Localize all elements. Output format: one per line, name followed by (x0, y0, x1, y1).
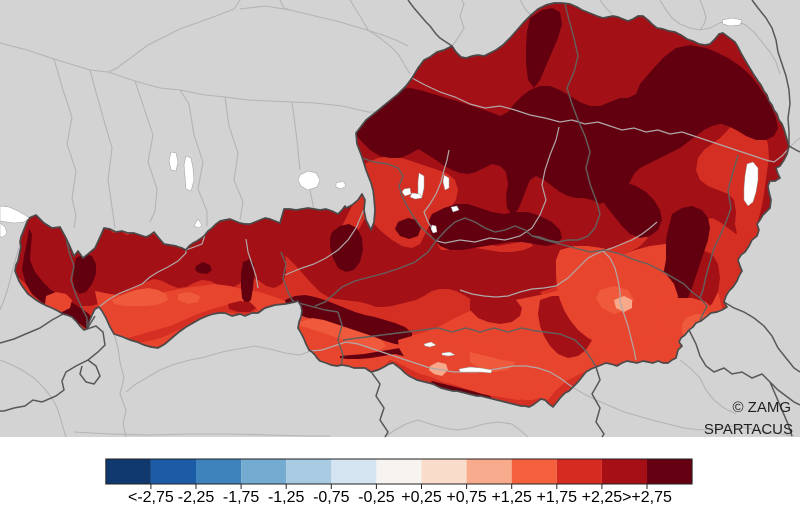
svg-text:+1,25: +1,25 (491, 489, 532, 506)
svg-text:-0,25: -0,25 (358, 489, 395, 506)
svg-text:-1,75: -1,75 (223, 489, 260, 506)
svg-text:© ZAMG: © ZAMG (732, 399, 791, 416)
svg-text:-2,25: -2,25 (178, 489, 215, 506)
svg-text:+0,25: +0,25 (401, 489, 442, 506)
svg-text:+1,75: +1,75 (537, 489, 578, 506)
svg-text:-1,25: -1,25 (268, 489, 305, 506)
svg-text:>+2,75: >+2,75 (622, 489, 672, 506)
svg-text:-0,75: -0,75 (313, 489, 350, 506)
svg-text:SPARTACUS: SPARTACUS (704, 421, 793, 438)
svg-text:+0,75: +0,75 (446, 489, 487, 506)
svg-text:+2,25: +2,25 (582, 489, 623, 506)
svg-text:<-2,75: <-2,75 (128, 489, 174, 506)
